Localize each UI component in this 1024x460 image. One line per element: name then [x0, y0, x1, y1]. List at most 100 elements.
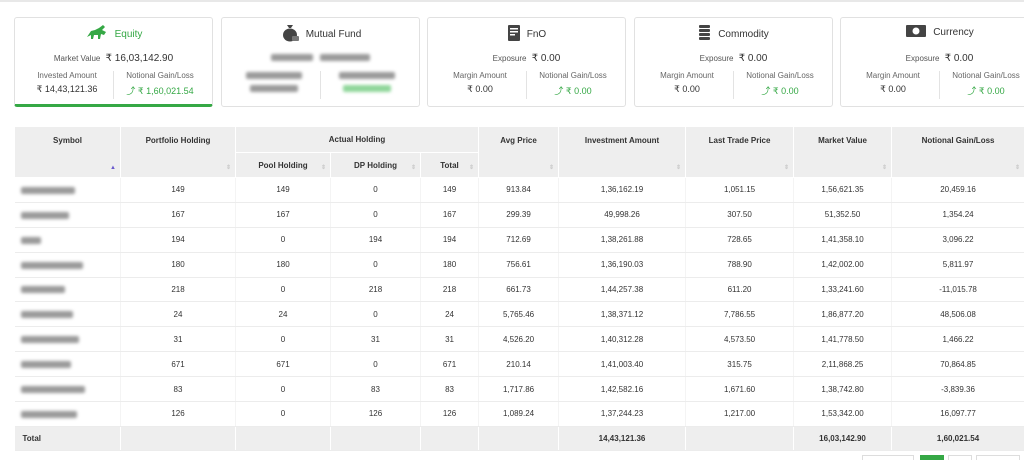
cell-total: 218	[420, 277, 480, 303]
document-icon	[507, 24, 521, 45]
header-market-value[interactable]: Market Value ⇕	[793, 126, 893, 178]
card-currency[interactable]: Currency Exposure ₹ 0.00 Margin Amount ₹…	[840, 17, 1024, 107]
trend-up-icon: ⤴	[554, 86, 564, 96]
card-mutual-fund-title: Mutual Fund	[222, 24, 419, 45]
cell-ltp: 307.50	[685, 202, 795, 228]
cell-mv: 1,53,342.00	[793, 401, 893, 427]
cell-total: 83	[420, 376, 480, 403]
sort-icon: ⇕	[469, 165, 475, 171]
cell-ltp: 728.65	[685, 227, 795, 253]
cell-dp: 0	[330, 177, 421, 203]
pagination-last[interactable]	[976, 455, 1020, 460]
header-avg-price[interactable]: Avg Price ⇕	[478, 126, 560, 178]
exposure-value: ₹ 0.00	[531, 53, 561, 64]
cell-gain: 1,466.22	[891, 326, 1024, 353]
cell-invest: 1,37,244.23	[558, 401, 687, 427]
table-row[interactable]: 167 167 0 167 299.39 49,998.26 307.50 51,352.50…	[14, 202, 1024, 228]
table-row[interactable]: 149 149 0 149 913.84 1,36,162.19 1,051.15 1,56,…	[14, 177, 1024, 203]
cell-dp: 126	[330, 401, 421, 427]
cell-ltp: 1,051.15	[685, 177, 795, 203]
cell-portfolio: 167	[120, 202, 236, 228]
cell-pool: 0	[235, 376, 331, 403]
notional-gain-label: Notional Gain/Loss	[952, 71, 1020, 80]
card-fno-title: FnO	[428, 24, 625, 45]
cell-gain: 5,811.97	[891, 252, 1024, 278]
header-notional-gain-loss[interactable]: Notional Gain/Loss ⇕	[891, 126, 1024, 178]
header-last-trade-price[interactable]: Last Trade Price ⇕	[685, 126, 795, 178]
symbol-cell	[14, 177, 121, 203]
symbol-cell	[14, 401, 121, 427]
cell-total: 671	[420, 351, 480, 378]
header-symbol[interactable]: Symbol ▲	[14, 126, 121, 178]
table-row[interactable]: 180 180 0 180 756.61 1,36,190.03 788.90 1,42,00…	[14, 252, 1024, 278]
card-commodity[interactable]: Commodity Exposure ₹ 0.00 Margin Amount …	[634, 17, 833, 107]
card-equity-title: Equity	[15, 24, 212, 45]
pagination-current[interactable]	[920, 455, 944, 460]
header-total[interactable]: Total ⇕	[419, 152, 480, 178]
cell-invest: 1,44,257.38	[558, 277, 687, 303]
cell-total: 126	[420, 401, 480, 427]
cell-avg: 5,765.46	[478, 301, 560, 328]
table-row[interactable]: 31 0 31 31 4,526.20 1,40,312.28 4,573.50 1,41,7…	[14, 326, 1024, 353]
header-pool-holding[interactable]: Pool Holding ⇕	[235, 152, 331, 178]
cell-portfolio: 671	[120, 351, 236, 378]
cell-mv: 1,41,778.50	[793, 326, 893, 353]
table-row[interactable]: 194 0 194 194 712.69 1,38,261.88 728.65 1,41,35…	[14, 227, 1024, 253]
cell-total: 167	[420, 202, 480, 228]
cell-dp: 31	[330, 326, 421, 353]
cell-mv: 1,56,621.35	[793, 177, 893, 203]
cell-gain: 70,864.85	[891, 351, 1024, 378]
cell-mv: 1,38,742.80	[793, 376, 893, 403]
invested-amount: ₹ 14,43,121.36	[36, 84, 98, 94]
sort-icon: ⇕	[320, 165, 326, 171]
table-row[interactable]: 671 671 0 671 210.14 1,41,003.40 315.75 2,11,86…	[14, 351, 1024, 378]
pagination-next[interactable]	[948, 455, 972, 460]
cell-pool: 0	[235, 401, 331, 427]
pagination-prev[interactable]	[862, 455, 914, 460]
symbol-cell	[14, 326, 121, 353]
table-row[interactable]: 126 0 126 126 1,089.24 1,37,244.23 1,217.00 1,5…	[14, 401, 1024, 427]
cell-portfolio: 126	[120, 401, 236, 427]
cell-avg: 4,526.20	[478, 326, 560, 353]
card-fno[interactable]: FnO Exposure ₹ 0.00 Margin Amount ₹ 0.00…	[427, 17, 626, 107]
cell-invest: 1,36,190.03	[558, 252, 687, 278]
card-equity[interactable]: Equity Market Value ₹ 16,03,142.90 Inves…	[14, 17, 213, 107]
total-notional-gain-loss: 1,60,021.54	[891, 426, 1024, 451]
table-row[interactable]: 218 0 218 218 661.73 1,44,257.38 611.20 1,33,24…	[14, 277, 1024, 303]
header-investment-amount[interactable]: Investment Amount ⇕	[558, 126, 687, 178]
card-mutual-fund[interactable]: Mutual Fund	[221, 17, 420, 107]
cell-mv: 2,11,868.25	[793, 351, 893, 378]
notional-gain-value: ₹ 0.00	[772, 86, 799, 96]
exposure-label: Exposure	[905, 54, 940, 63]
header-portfolio-holding[interactable]: Portfolio Holding ⇕	[120, 126, 236, 178]
market-value: ₹ 16,03,142.90	[105, 53, 174, 64]
cell-pool: 0	[235, 277, 331, 303]
coin-stack-icon	[698, 24, 712, 45]
cell-invest: 1,40,312.28	[558, 326, 687, 353]
money-bag-icon	[280, 24, 300, 45]
cell-pool: 167	[235, 202, 331, 228]
cell-portfolio: 83	[120, 376, 236, 403]
symbol-cell	[14, 227, 121, 253]
cell-gain: 16,097.77	[891, 401, 1024, 427]
top-divider	[0, 0, 1024, 2]
cell-ltp: 7,786.55	[685, 301, 795, 328]
table-row[interactable]: 24 24 0 24 5,765.46 1,38,371.12 7,786.55 1,86,8…	[14, 301, 1024, 328]
notional-gain-value: ₹ 0.00	[978, 86, 1005, 96]
cell-total: 194	[420, 227, 480, 253]
cell-avg: 1,717.86	[478, 376, 560, 403]
cell-portfolio: 194	[120, 227, 236, 253]
sort-icon: ⇕	[1015, 165, 1021, 171]
invested-amount-label: Invested Amount	[37, 71, 97, 80]
total-investment-amount: 14,43,121.36	[558, 426, 687, 451]
cell-ltp: 4,573.50	[685, 326, 795, 353]
cell-pool: 0	[235, 326, 331, 353]
margin-amount: ₹ 0.00	[674, 84, 700, 94]
cell-avg: 299.39	[478, 202, 560, 228]
cell-total: 31	[420, 326, 480, 353]
symbol-cell	[14, 277, 121, 303]
header-dp-holding[interactable]: DP Holding ⇕	[330, 152, 421, 178]
cell-invest: 1,38,261.88	[558, 227, 687, 253]
table-row[interactable]: 83 0 83 83 1,717.86 1,42,582.16 1,671.60 1,38,7…	[14, 376, 1024, 403]
margin-amount-label: Margin Amount	[866, 71, 920, 80]
